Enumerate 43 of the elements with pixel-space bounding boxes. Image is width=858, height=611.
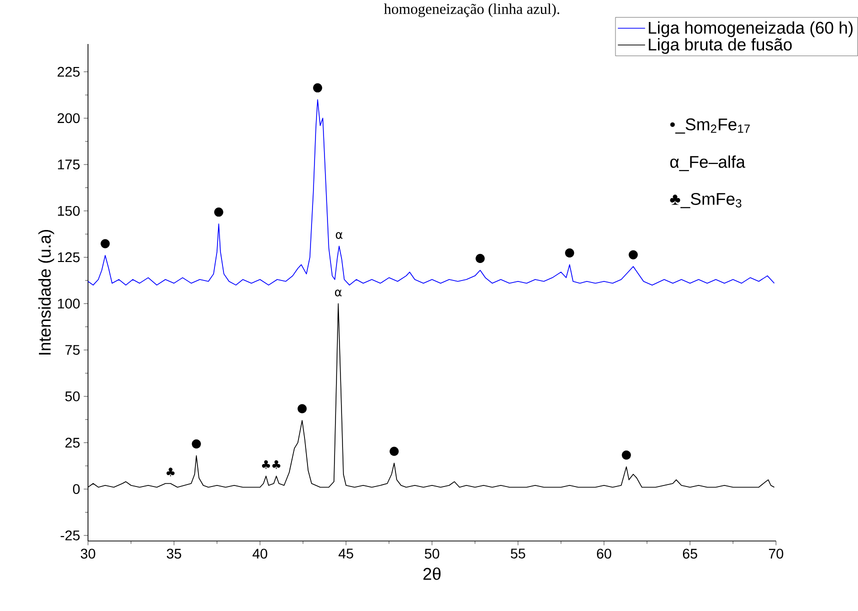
y-tick-label: 150	[58, 206, 80, 216]
y-tick-label: 175	[58, 160, 80, 170]
y-tick-label: -25	[60, 530, 80, 540]
annotation: ♣_SmFe$_{3}$	[670, 192, 742, 208]
y-tick-label: 0	[73, 484, 80, 494]
y-tick-label: 75	[65, 345, 80, 355]
x-tick-label: 40	[252, 548, 268, 559]
y-tick-label: 200	[58, 113, 80, 124]
x-axis-title: 2θ	[423, 567, 441, 580]
y-tick-label: 25	[65, 438, 80, 448]
annotation: ●	[390, 446, 399, 456]
annotation: ♣	[262, 460, 270, 469]
y-tick-label: 100	[58, 298, 80, 309]
x-tick-label: 60	[596, 548, 612, 559]
annotation: ●	[214, 208, 224, 217]
x-tick-label: 45	[338, 548, 354, 559]
y-tick-label: 125	[58, 252, 80, 262]
annotation: ●	[628, 250, 638, 260]
y-tick-label: 225	[58, 66, 80, 77]
legend-label: Liga homogeneizada (60 h)	[648, 21, 853, 38]
chart-title: homogeneização (linha azul).	[384, 4, 560, 18]
annotation: ●	[313, 83, 322, 92]
y-tick-label: 50	[65, 391, 80, 402]
x-tick-label: 65	[682, 548, 698, 559]
annotation: α	[334, 290, 342, 296]
annotation: ♣	[272, 460, 280, 469]
x-tick-label: 35	[166, 548, 182, 559]
x-tick-label: 30	[80, 548, 96, 559]
legend-label: Liga bruta de fusão	[648, 38, 792, 54]
annotation: α	[336, 232, 342, 239]
annotation: ●	[476, 254, 485, 264]
x-tick-label: 50	[424, 548, 440, 559]
x-tick-label: 55	[510, 548, 526, 559]
annotation: ●	[100, 239, 110, 248]
annotation: ●	[622, 450, 631, 460]
annotation: ●	[298, 404, 307, 414]
x-tick-label: 70	[768, 548, 784, 559]
annotation: ●	[565, 248, 574, 258]
annotation: •_Sm$_{2}$Fe$_{17}$	[670, 118, 750, 134]
annotation: ♣	[166, 468, 175, 476]
y-axis-title: Intensidade (u.a)	[38, 230, 54, 354]
annotation: ●	[192, 439, 201, 448]
annotation: α_Fe–alfa	[670, 155, 746, 172]
